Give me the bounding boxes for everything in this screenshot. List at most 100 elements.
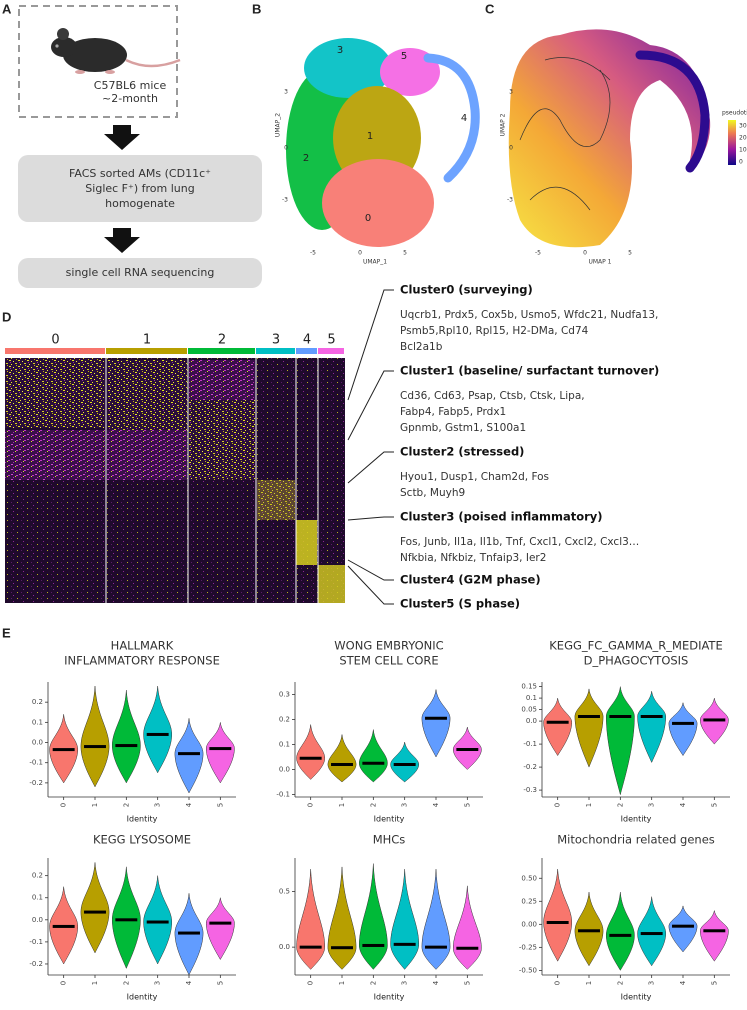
violin: [327, 866, 357, 970]
y-tick-label: 0.1: [32, 718, 43, 726]
y-axis-title: UMAP_2: [275, 113, 282, 137]
cluster-label: 0: [365, 213, 371, 224]
y-tick-label: -0.1: [29, 938, 43, 946]
violin: [358, 729, 388, 783]
violin: [421, 869, 451, 970]
x-tick-label: 4: [679, 802, 687, 807]
violin: [637, 896, 667, 967]
x-tick-label: 2: [369, 981, 377, 985]
x-tick-label: 3: [154, 803, 162, 807]
x-tick-label: 3: [648, 803, 656, 807]
connector: [347, 451, 394, 484]
x-tick-label: 1: [585, 803, 593, 807]
violin: [205, 897, 235, 961]
step-text: Siglec F⁺) from lung: [85, 182, 194, 195]
y-tick-label: 0.1: [526, 694, 537, 702]
violin: [543, 698, 573, 757]
violin: [143, 875, 173, 965]
median-bar: [146, 920, 169, 924]
gene-list: Fos, Junb, Il1a, Il1b, Tnf, Cxcl1, Cxcl2…: [400, 536, 639, 548]
y-tick-label: -0.3: [523, 786, 537, 794]
median-bar: [362, 761, 385, 765]
step-box: [18, 155, 262, 222]
x-tick-label: -5: [310, 250, 316, 257]
median-bar: [703, 929, 726, 933]
gene-list: Bcl2a1b: [400, 341, 443, 353]
x-tick-label: -5: [535, 250, 541, 257]
umap-clusters: [286, 38, 480, 247]
column-label: 2: [218, 333, 226, 348]
x-tick-label: 2: [369, 803, 377, 807]
violin: [543, 869, 573, 962]
y-tick-label: 0.0: [279, 766, 290, 774]
x-tick-label: 5: [216, 803, 224, 807]
x-tick-label: 4: [432, 802, 440, 807]
median-bar: [578, 929, 600, 933]
violin: [80, 862, 110, 954]
x-axis-title: Identity: [621, 993, 652, 1002]
y-tick-label: -0.1: [29, 759, 43, 767]
y-tick-label: 0.05: [521, 706, 537, 714]
cluster-name: Cluster3 (poised inflammatory): [400, 510, 603, 524]
median-bar: [331, 946, 353, 950]
violin: [390, 741, 420, 783]
gene-list: Sctb, Muyh9: [400, 487, 465, 499]
x-tick-label: 1: [338, 803, 346, 807]
x-axis-title: Identity: [127, 993, 158, 1002]
x-tick-label: 1: [91, 981, 99, 985]
violin: [390, 869, 420, 970]
x-tick-label: 0: [307, 981, 315, 985]
mouse-label: C57BL6 mice: [94, 79, 167, 92]
gene-list: Psmb5,Rpl10, Rpl15, H2-DMa, Cd74: [400, 325, 589, 337]
y-tick-label: 0.3: [279, 691, 290, 699]
y-tick-label: 0.25: [521, 897, 537, 905]
y-tick-label: -0.2: [523, 763, 537, 771]
x-tick-label: 1: [585, 981, 593, 985]
chart-title: INFLAMMATORY RESPONSE: [64, 654, 220, 668]
median-bar: [299, 756, 322, 760]
median-bar: [609, 933, 632, 937]
mouse-label: ~2-month: [102, 92, 158, 105]
column-label: 3: [272, 333, 280, 348]
y-tick-label: -0.2: [29, 779, 43, 787]
y-tick-label: 3: [284, 89, 288, 96]
gene-list: Uqcrb1, Prdx5, Cox5b, Usmo5, Wfdc21, Nud…: [400, 309, 658, 321]
chart-title: MHCs: [373, 833, 406, 847]
arrow: [104, 228, 140, 253]
step-text: single cell RNA sequencing: [66, 266, 215, 279]
median-bar: [146, 732, 169, 736]
y-tick-label: -0.1: [523, 740, 537, 748]
violin: [111, 690, 141, 784]
chart-title: D_PHAGOCYTOSIS: [584, 654, 689, 668]
median-bar: [178, 931, 200, 935]
pseudotime-umap: [508, 29, 736, 248]
y-tick-label: 0.00: [521, 920, 537, 928]
x-tick-label: 0: [307, 803, 315, 807]
y-tick-label: 0.1: [279, 741, 290, 749]
heatmap: [5, 358, 345, 603]
median-bar: [178, 752, 200, 756]
violin: [296, 724, 326, 780]
connector: [347, 516, 394, 521]
cluster-label: 3: [337, 45, 343, 56]
legend-tick: 10: [739, 147, 747, 154]
y-tick-label: -0.50: [519, 966, 537, 974]
violin: [111, 866, 141, 970]
cluster-name: Cluster4 (G2M phase): [400, 573, 541, 587]
x-tick-label: 4: [432, 980, 440, 985]
violin: [668, 905, 698, 953]
median-bar: [578, 715, 600, 718]
cluster-name: Cluster2 (stressed): [400, 445, 524, 459]
x-tick-label: 3: [154, 981, 162, 985]
median-bar: [331, 763, 353, 766]
legend-tick: 30: [739, 123, 747, 130]
x-tick-label: 1: [338, 981, 346, 985]
gene-list: Hyou1, Dusp1, Cham2d, Fos: [400, 471, 549, 483]
cluster-bar: [5, 348, 105, 354]
x-tick-label: 5: [710, 981, 718, 985]
y-tick-label: 0.2: [32, 698, 43, 706]
violin: [143, 686, 173, 774]
median-bar: [703, 718, 726, 722]
cluster-bar: [318, 348, 344, 354]
violin: [296, 869, 326, 970]
